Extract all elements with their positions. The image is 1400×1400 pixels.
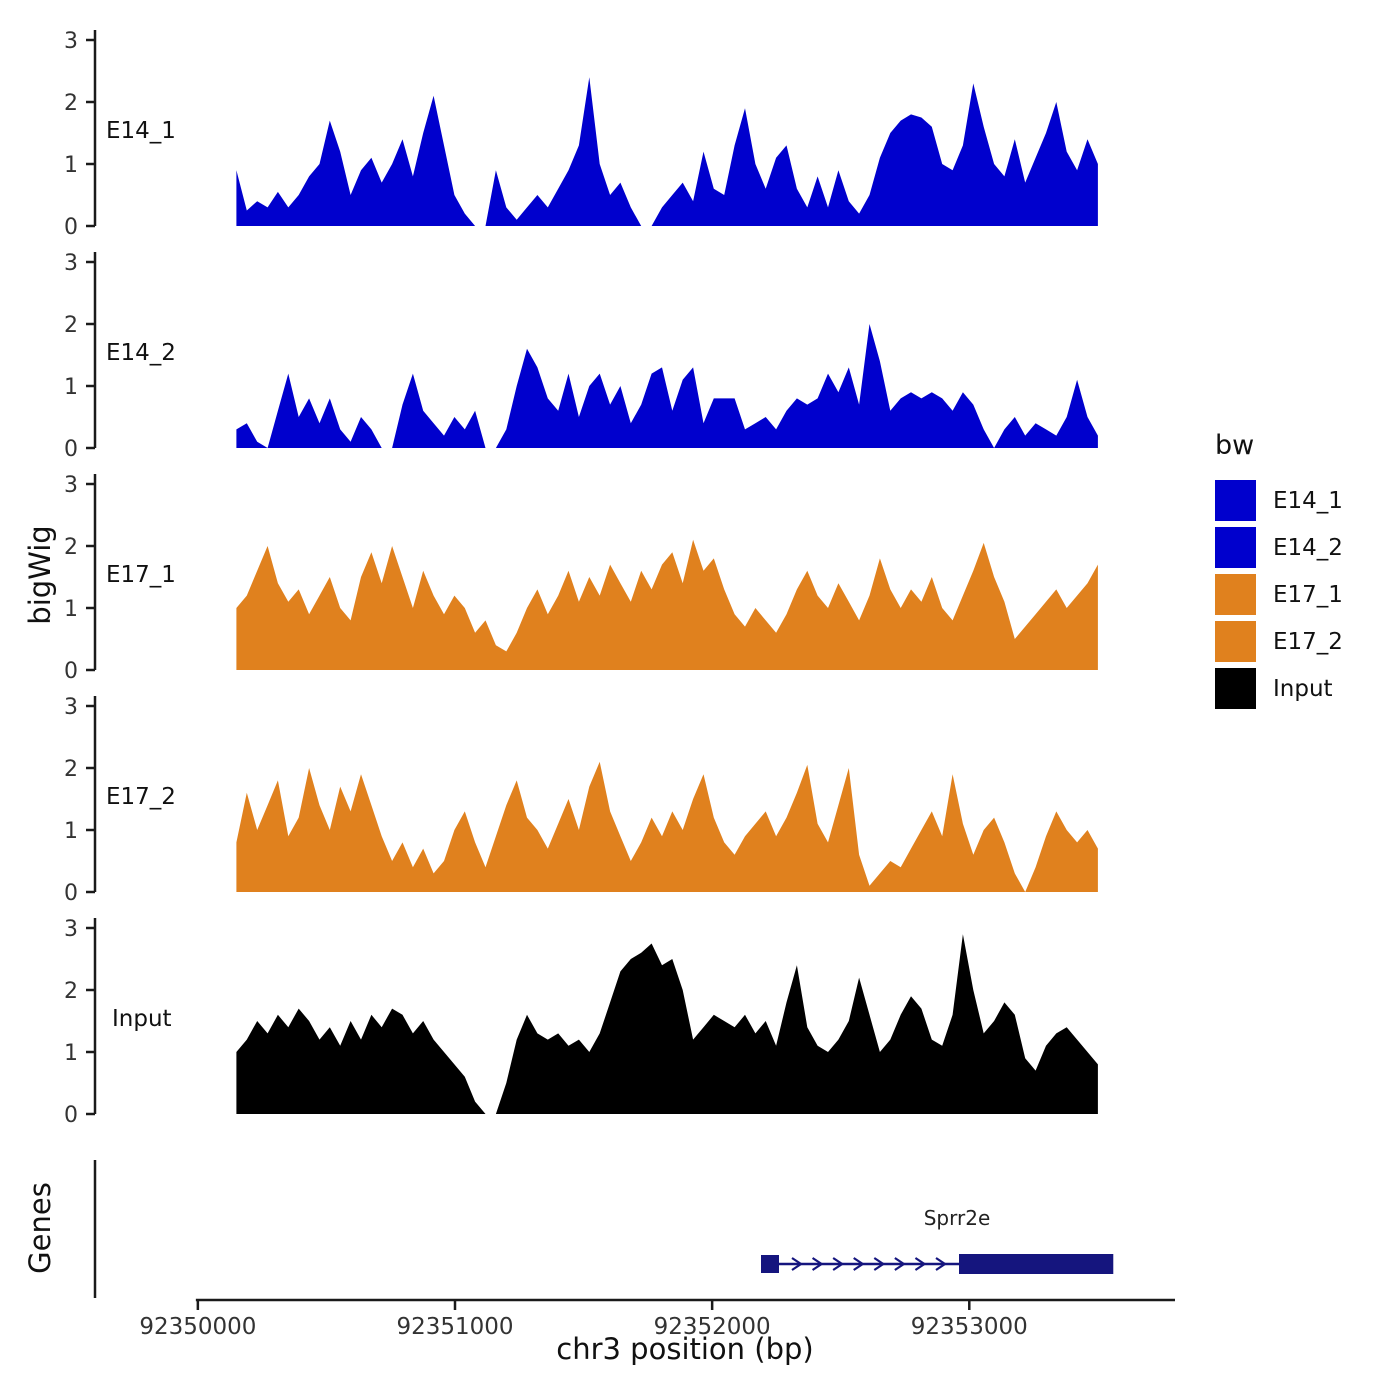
legend-swatch-e17-1 (1215, 574, 1256, 615)
legend-label-e17-1: E17_1 (1273, 581, 1343, 608)
y-tick-label: 1 (64, 819, 78, 844)
gene-start-box (761, 1255, 779, 1273)
y-tick-label: 1 (64, 1041, 78, 1066)
legend-label-e17-2: E17_2 (1273, 628, 1343, 655)
legend-entry-e17-1: E17_1 (1215, 571, 1343, 618)
legend-swatch-e14-2 (1215, 527, 1256, 568)
track-label-e17-1: E17_1 (106, 562, 176, 588)
legend-entry-e14-1: E14_1 (1215, 477, 1343, 524)
track-label-e14-2: E14_2 (106, 340, 176, 366)
legend-swatch-e14-1 (1215, 480, 1256, 521)
legend-entry-e14-2: E14_2 (1215, 524, 1343, 571)
area-Input (236, 934, 1098, 1114)
y-tick-label: 2 (64, 979, 78, 1004)
y-tick-label: 3 (64, 917, 78, 942)
x-tick-label: 92352000 (654, 1314, 771, 1340)
y-tick-label: 2 (64, 535, 78, 560)
track-label-e14-1: E14_1 (106, 118, 176, 144)
legend-label-input: Input (1273, 675, 1333, 702)
area-E17_1 (236, 539, 1098, 670)
y-tick-label: 1 (64, 153, 78, 178)
y-tick-label: 3 (64, 695, 78, 720)
y-axis-title: bigWig (23, 525, 57, 625)
x-axis-title: chr3 position (bp) (556, 1332, 814, 1366)
y-tick-label: 2 (64, 757, 78, 782)
y-tick-label: 0 (64, 1103, 78, 1128)
track-label-e17-2: E17_2 (106, 784, 176, 810)
y-tick-label: 0 (64, 437, 78, 462)
y-tick-label: 1 (64, 597, 78, 622)
legend-entry-e17-2: E17_2 (1215, 618, 1343, 665)
area-E14_1 (236, 77, 1098, 226)
legend-entry-input: Input (1215, 665, 1343, 712)
gene-strand-arrow (853, 1257, 865, 1271)
genes-axis-title: Genes (23, 1182, 57, 1274)
legend-swatch-input (1215, 668, 1256, 709)
y-tick-label: 2 (64, 91, 78, 116)
legend-title: bw (1215, 430, 1255, 461)
track-label-input: Input (112, 1006, 172, 1032)
area-E14_2 (236, 324, 1098, 448)
gene-strand-arrow (832, 1257, 845, 1271)
area-E17_2 (236, 761, 1098, 892)
gene-strand-arrow (811, 1257, 824, 1271)
gene-strand-arrow (914, 1257, 927, 1271)
y-tick-label: 3 (64, 251, 78, 276)
gene-strand-arrow (791, 1257, 803, 1271)
y-tick-label: 3 (64, 29, 78, 54)
legend-swatch-e17-2 (1215, 621, 1256, 662)
gene-strand-arrow (894, 1257, 906, 1271)
legend-label-e14-1: E14_1 (1273, 487, 1343, 514)
y-tick-label: 0 (64, 215, 78, 240)
legend: bw E14_1 E14_2 E17_1 E17_2 Input (1215, 430, 1343, 712)
gene-name-label: Sprr2e (923, 1206, 991, 1230)
gene-strand-arrow (873, 1257, 886, 1271)
x-tick-label: 92353000 (911, 1314, 1028, 1340)
legend-label-e14-2: E14_2 (1273, 534, 1343, 561)
gene-exon-box (959, 1254, 1114, 1274)
y-tick-label: 0 (64, 659, 78, 684)
x-tick-label: 92351000 (396, 1314, 513, 1340)
y-tick-label: 2 (64, 313, 78, 338)
y-tick-label: 0 (64, 881, 78, 906)
gene-strand-arrow (935, 1257, 947, 1271)
y-tick-label: 3 (64, 473, 78, 498)
y-tick-label: 1 (64, 375, 78, 400)
x-tick-label: 92350000 (139, 1314, 256, 1340)
